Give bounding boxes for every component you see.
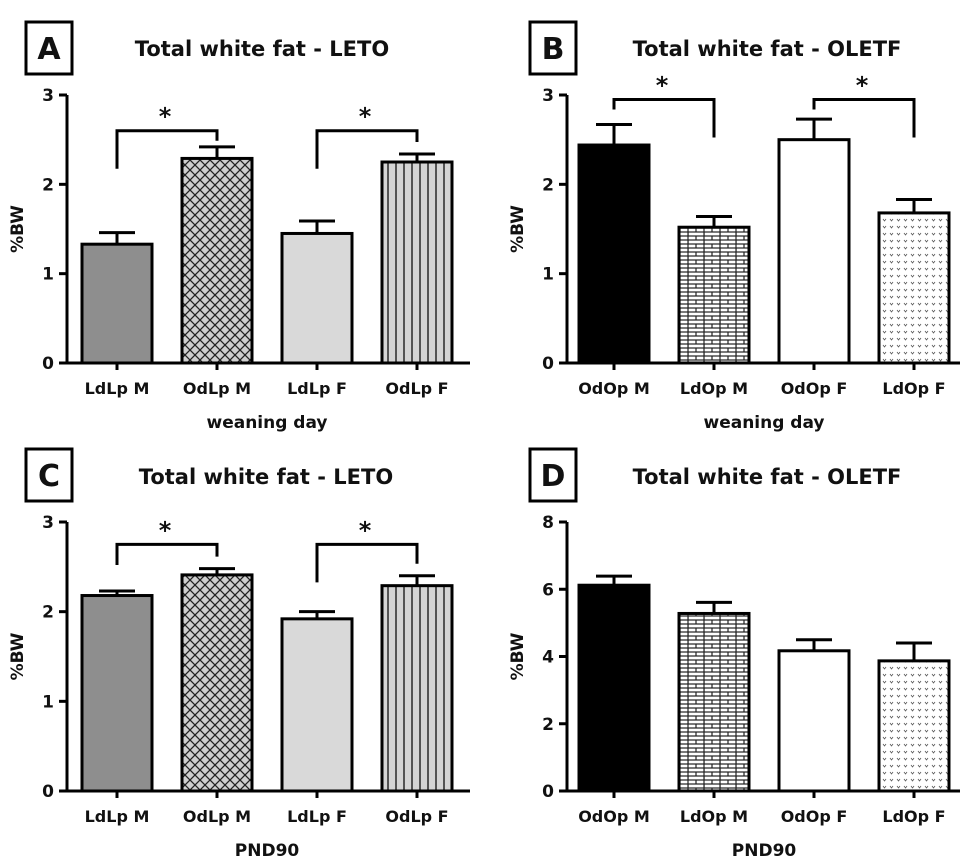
bar [777,138,851,365]
x-tick-label: LdLp M [85,807,150,826]
x-axis-title: PND90 [235,841,300,861]
significance-star: * [159,103,172,131]
x-axis-title: weaning day [703,413,824,433]
significance-bracket [812,97,916,138]
chart-title: Total white fat - OLETF [633,37,902,61]
x-axis-title: PND90 [732,841,797,861]
x-tick-label: LdOp M [680,379,748,398]
y-tick-label: 2 [42,603,54,623]
x-tick-label: OdLp M [183,807,251,826]
y-tick-label: 3 [42,86,54,106]
panel-a: A Total white fat - LETO 0 1 2 3 %BW LdLp M OdLp… [8,20,470,433]
significance-bracket [315,542,419,583]
x-tick-label: LdOp F [882,379,945,398]
bar [877,659,951,793]
x-tick-label: OdLp M [183,379,251,398]
x-tick-label: LdLp F [287,807,347,826]
bar [677,225,751,365]
significance-bracket [612,97,716,138]
panel-label-box [528,20,578,76]
y-tick-label: 2 [542,175,554,195]
x-tick-label: LdLp F [287,379,347,398]
bar [80,242,154,365]
panel-label: C [38,459,60,494]
bar [380,160,454,365]
y-tick-label: 3 [42,513,54,533]
y-tick-label: 4 [542,648,554,668]
panel-c: C Total white fat - LETO 0 1 2 3 %BW LdLp M OdLp… [8,447,470,861]
x-tick-label: LdOp F [882,807,945,826]
significance-star: * [856,71,869,99]
y-tick-label: 0 [542,782,554,802]
bar [380,584,454,793]
panel-label: A [37,32,61,67]
y-tick-label: 8 [542,513,554,533]
chart-title: Total white fat - LETO [135,37,389,61]
y-tick-label: 1 [42,692,54,712]
y-tick-label: 0 [42,354,54,374]
x-tick-label: OdOp F [781,807,848,826]
x-tick-label: LdLp M [85,379,150,398]
y-tick-label: 1 [542,265,554,285]
panel-label: B [542,32,565,67]
bar [577,143,651,365]
x-tick-label: OdOp F [781,379,848,398]
bar [280,231,354,365]
chart-title: Total white fat - OLETF [633,465,902,489]
y-axis-title: %BW [8,632,28,680]
significance-star: * [656,71,669,99]
significance-bracket [115,129,219,169]
y-tick-label: 2 [542,715,554,735]
panel-label-box [24,447,74,503]
bar [280,617,354,793]
y-tick-label: 0 [42,782,54,802]
x-tick-label: LdOp M [680,807,748,826]
significance-star: * [159,516,172,544]
panel-b: B Total white fat - OLETF 0 1 2 3 %BW OdOp M LdO… [508,20,960,433]
significance-star: * [359,103,372,131]
panel-label: D [541,459,566,494]
y-tick-label: 6 [542,580,554,600]
significance-bracket [115,542,219,566]
panel-d: D Total white fat - OLETF 0 2 4 6 8 %BW OdOp M Ld… [508,447,960,861]
panel-label-box [24,20,74,76]
bar [180,573,254,793]
x-axis-title: weaning day [206,413,327,433]
bar [577,583,651,793]
x-tick-label: OdLp F [385,807,448,826]
bar [877,211,951,365]
y-tick-label: 1 [42,265,54,285]
y-tick-label: 3 [542,86,554,106]
chart-title: Total white fat - LETO [139,465,393,489]
y-tick-label: 2 [42,175,54,195]
significance-star: * [359,516,372,544]
y-axis-title: %BW [508,205,528,253]
x-tick-label: OdOp M [578,807,650,826]
bar [777,649,851,793]
panel-label-box [528,447,578,503]
x-tick-label: OdOp M [578,379,650,398]
y-tick-label: 0 [542,354,554,374]
bar [80,594,154,793]
bar [677,611,751,793]
bar [180,156,254,365]
y-axis-title: %BW [508,632,528,680]
y-axis-title: %BW [8,205,28,253]
significance-bracket [315,129,419,169]
x-tick-label: OdLp F [385,379,448,398]
